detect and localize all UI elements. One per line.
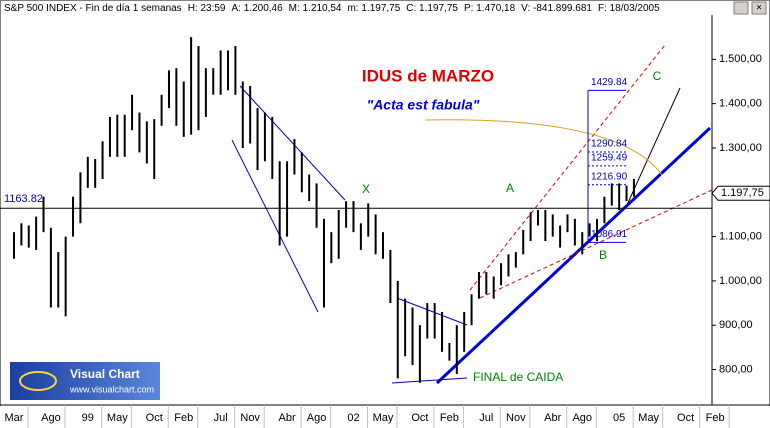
last-price-marker (711, 185, 770, 201)
header-field: V: -841.899.681 (521, 3, 592, 14)
support-label: 1163.82 (4, 193, 43, 205)
y-tick-label: 800,00 (719, 363, 753, 375)
window-button[interactable] (733, 1, 749, 15)
y-tick-label: 900,00 (719, 319, 753, 331)
wave-label: X (362, 182, 370, 196)
close-icon: × (756, 3, 762, 14)
y-tick-label: 1.000,00 (719, 275, 762, 287)
x-tick-label: 99 (82, 412, 94, 424)
trend-line (435, 126, 712, 385)
header-field: H: 23:59 (188, 3, 226, 14)
logo-url: www.visualchart.com (69, 384, 154, 394)
x-tick-label: Ago (572, 412, 592, 424)
header: S&P 500 INDEX - Fin de día 1 semanas H: 2… (4, 3, 660, 14)
x-tick-label: Ago (41, 412, 61, 424)
wave-label: B (599, 248, 607, 262)
x-tick-label: May (638, 412, 659, 424)
annotation-bottom: FINAL de CAIDA (473, 370, 563, 384)
level-label: 1259.49 (591, 153, 628, 164)
y-tick-label: 1.400,00 (719, 98, 762, 110)
logo-icon (19, 371, 57, 391)
level-label: 1429.84 (591, 77, 628, 88)
wave-label: A (506, 181, 514, 195)
last-price-label: 1.197,75 (721, 187, 764, 199)
channel-line (479, 189, 713, 299)
level-label: 1290.84 (591, 139, 628, 150)
x-tick-label: Nov (506, 412, 526, 424)
y-tick-label: 1.300,00 (719, 142, 762, 154)
wave-label: C (653, 69, 662, 83)
trend-line (626, 87, 681, 206)
logo-title: Visual Chart (70, 367, 140, 381)
header-field: M: 1.210,54 (289, 3, 342, 14)
header-field: S&P 500 INDEX - Fin de día 1 semanas (4, 3, 182, 14)
window-button[interactable] (751, 1, 767, 15)
header-field: P: 1.470,18 (464, 3, 516, 14)
annotation-subtitle: "Acta est fabula" (367, 97, 480, 113)
x-tick-label: Feb (174, 412, 193, 424)
x-tick-label: Feb (706, 412, 725, 424)
header-field: A: 1.200,46 (232, 3, 284, 14)
annotation-title: IDUS de MARZO (362, 66, 494, 85)
arc (424, 119, 663, 176)
x-tick-label: Ago (307, 412, 327, 424)
logo-bg (10, 362, 160, 400)
x-tick-label: 02 (347, 412, 359, 424)
logo: Visual Chart www.visualchart.com (10, 362, 160, 400)
channel-line (469, 44, 666, 291)
y-tick-label: 1.100,00 (719, 230, 762, 242)
x-tick-label: Feb (440, 412, 459, 424)
channel-line (239, 85, 346, 201)
x-tick-label: Oct (677, 412, 694, 424)
y-tick-label: 1.500,00 (719, 53, 762, 65)
x-tick-label: Oct (146, 412, 163, 424)
x-tick-label: Jul (479, 412, 493, 424)
x-tick-label: Abr (544, 412, 561, 424)
level-label: 1216.90 (591, 171, 628, 182)
channel-line (396, 297, 468, 326)
time-axis-bg (0, 406, 770, 428)
channel-line (231, 139, 319, 313)
header-field: C: 1.197,75 (406, 3, 458, 14)
channel-line (391, 377, 468, 384)
x-tick-label: Mar (5, 412, 24, 424)
level-label: 1086.91 (591, 229, 628, 240)
x-tick-label: Oct (411, 412, 428, 424)
x-tick-label: Nov (240, 412, 260, 424)
header-field: F: 18/03/2005 (598, 3, 660, 14)
x-tick-label: Abr (278, 412, 295, 424)
header-field: m: 1.197,75 (347, 3, 400, 14)
x-tick-label: May (107, 412, 128, 424)
x-tick-label: 05 (613, 412, 625, 424)
x-tick-label: Jul (214, 412, 228, 424)
header-text: S&P 500 INDEX - Fin de día 1 semanas H: 2… (4, 3, 660, 14)
x-tick-label: May (373, 412, 394, 424)
